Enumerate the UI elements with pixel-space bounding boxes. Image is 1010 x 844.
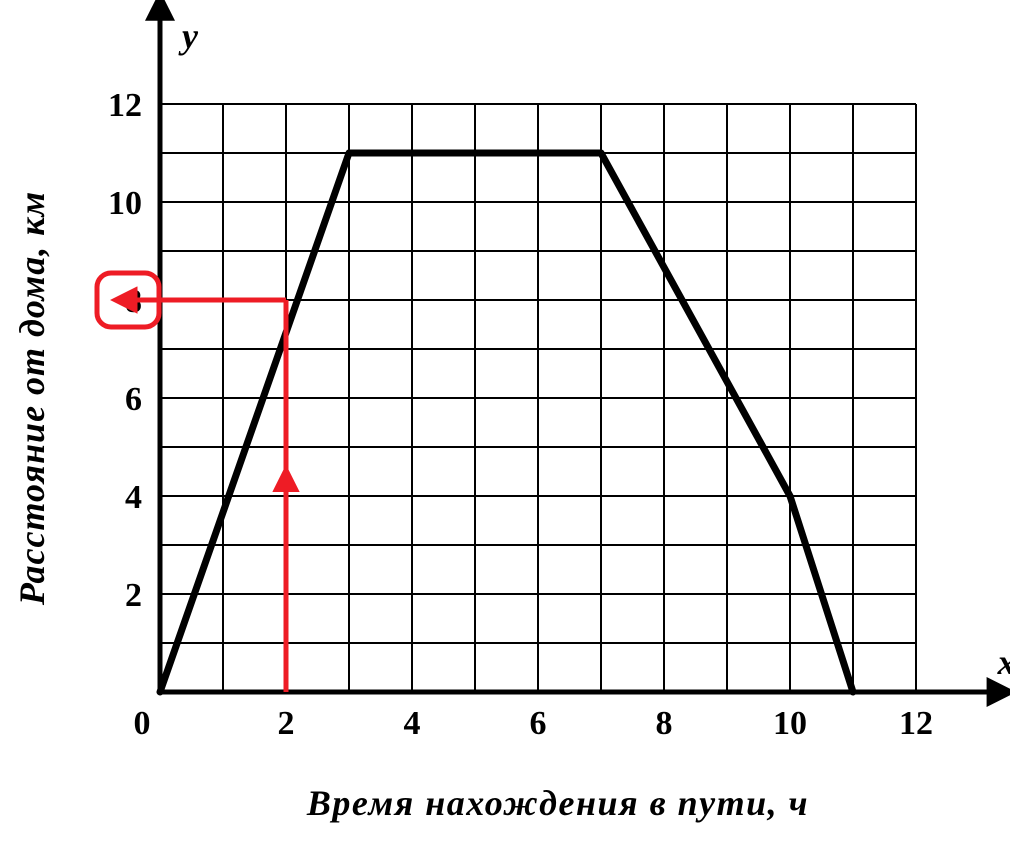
- y-tick-label: 2: [125, 577, 142, 614]
- x-axis-var: x: [997, 642, 1010, 682]
- chart-container: xy02468101224681012Время нахождения в пу…: [0, 0, 1010, 844]
- x-axis-title: Время нахождения в пути, ч: [306, 783, 809, 823]
- x-tick-label: 10: [773, 705, 807, 742]
- y-tick-label: 4: [125, 479, 142, 516]
- x-tick-label: 4: [404, 705, 421, 742]
- x-tick-label: 0: [134, 705, 151, 742]
- y-tick-label: 10: [108, 185, 142, 222]
- chart-bg: [0, 0, 1010, 839]
- x-tick-label: 2: [278, 705, 295, 742]
- x-tick-label: 8: [656, 705, 673, 742]
- x-tick-label: 12: [899, 705, 933, 742]
- y-tick-label: 6: [125, 381, 142, 418]
- y-axis-var: y: [178, 16, 199, 56]
- y-axis-title: Расстояние от дома, км: [12, 191, 52, 606]
- y-tick-label: 12: [108, 87, 142, 124]
- chart-svg: xy02468101224681012Время нахождения в пу…: [0, 0, 1010, 839]
- x-tick-label: 6: [530, 705, 547, 742]
